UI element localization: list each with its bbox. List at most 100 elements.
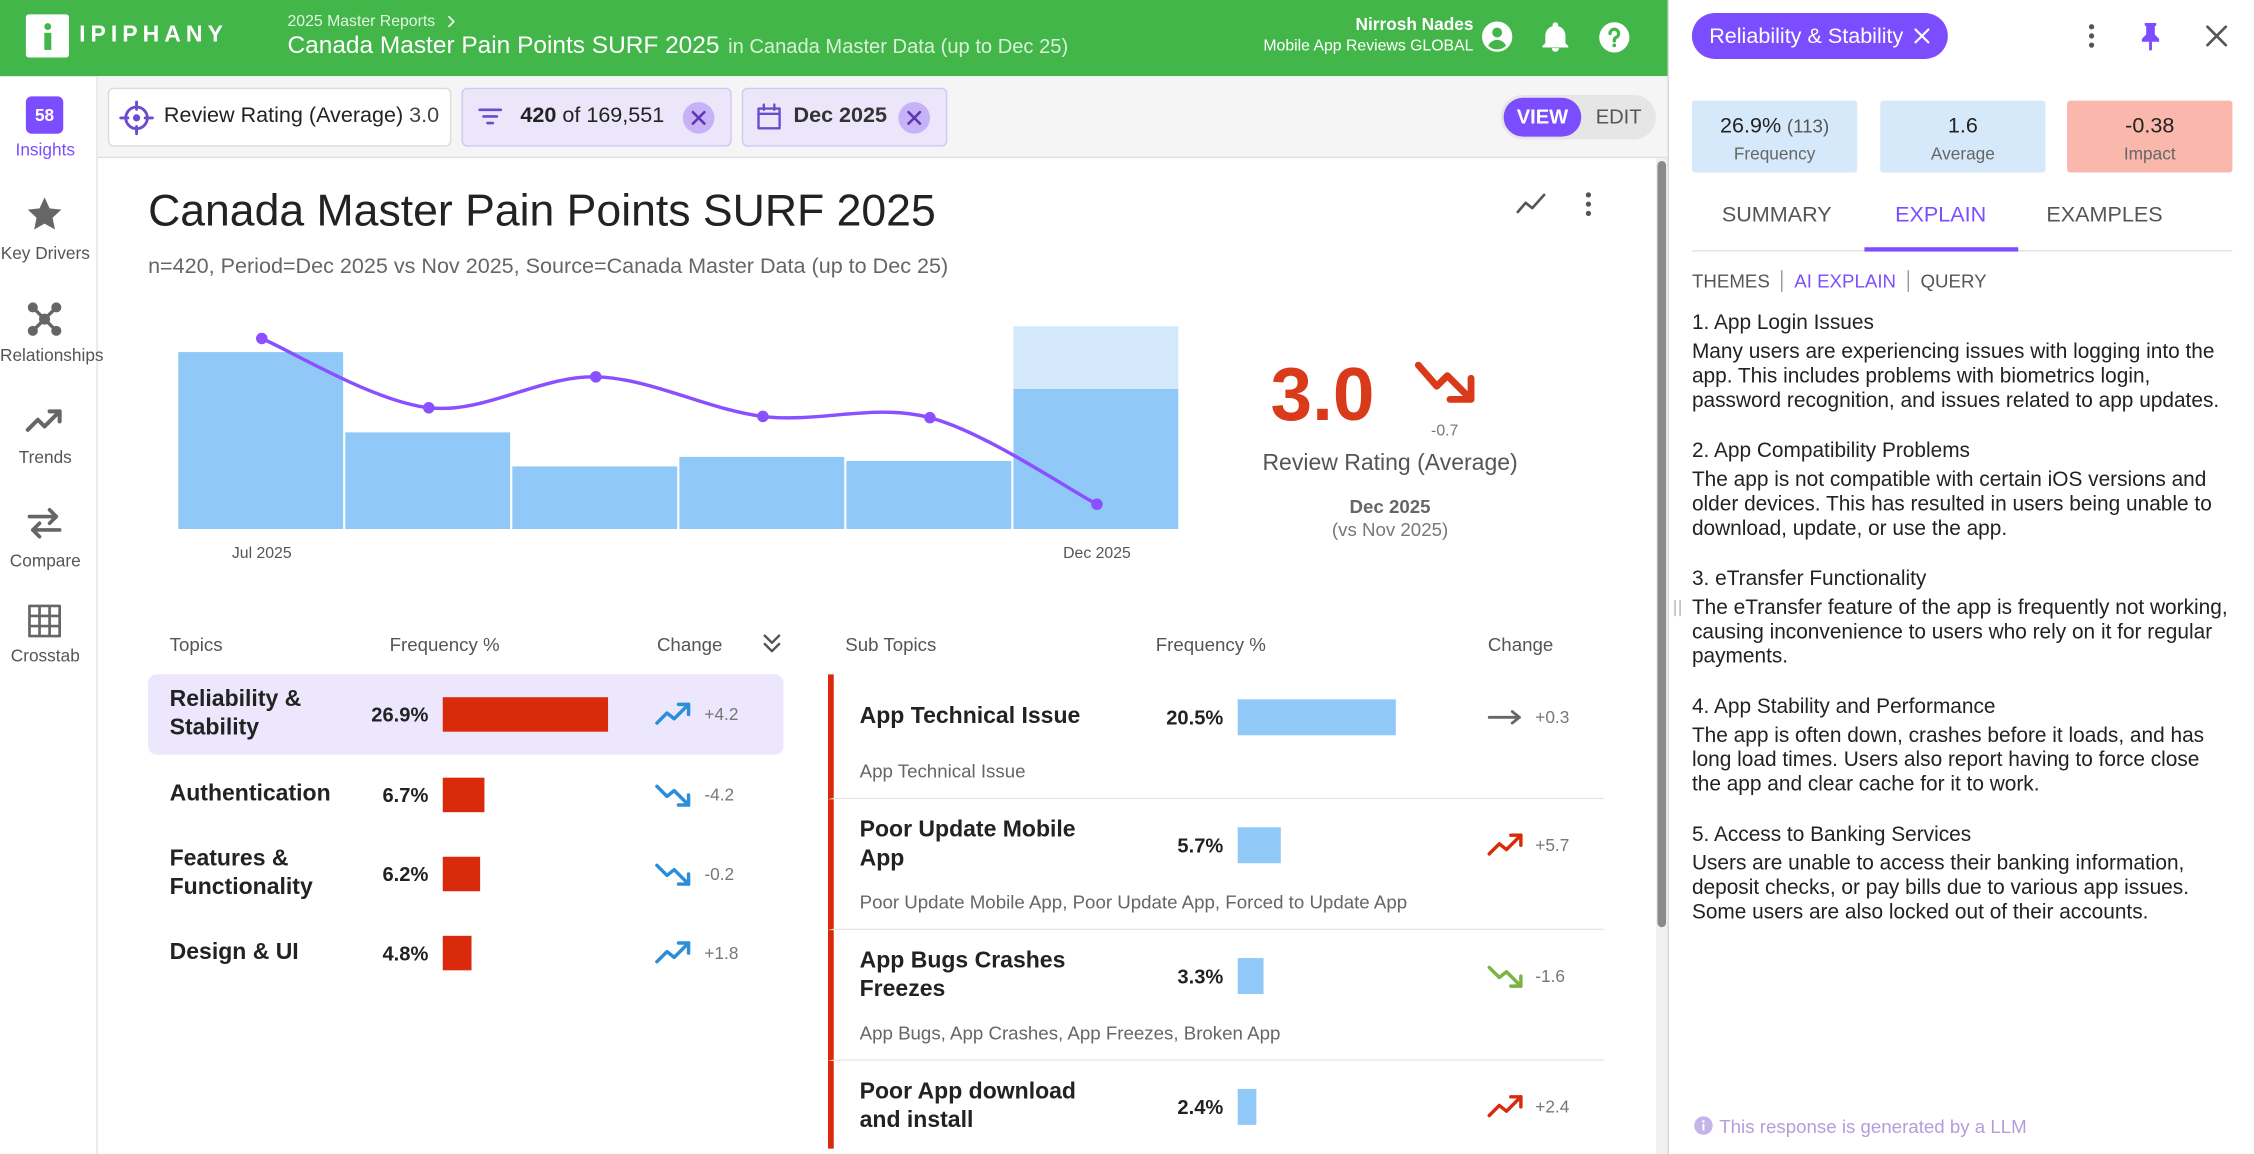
topic-name: Reliability & Stability [169, 687, 302, 741]
icon-path [1414, 361, 1475, 403]
icon-path [1509, 833, 1523, 847]
icon-path [1542, 22, 1569, 52]
icon-path [676, 702, 691, 717]
scroll-thumb[interactable] [1657, 161, 1667, 928]
icon-path [1612, 43, 1617, 48]
metric-value: 3.0 [409, 103, 440, 128]
trend-point [256, 332, 268, 345]
nav-icon[interactable] [24, 503, 64, 543]
nav-icon[interactable] [24, 194, 64, 234]
subtopic-card[interactable]: App Bugs Crashes Freezes 3.3% -1.6 App Bugs… [828, 930, 1605, 1061]
panel-footer: This response is generated by a LLM [1719, 1115, 2027, 1138]
icon-path [1446, 374, 1475, 403]
header-title: Canada Master Pain Points SURF 2025 [287, 31, 720, 59]
topic-row[interactable]: Authentication 6.7% -4.2 [148, 755, 783, 836]
panel-tab[interactable]: SUMMARY [1721, 202, 1832, 228]
clear-icon[interactable] [897, 101, 932, 136]
more-icon[interactable] [1573, 188, 1605, 220]
explain-heading: 1. App Login Issues [1691, 311, 1874, 335]
breadcrumb-chevron [448, 15, 455, 28]
panel-chip[interactable] [1691, 12, 1948, 59]
subtab[interactable]: AI EXPLAIN [1794, 270, 1897, 292]
kpi-comparison: (vs Nov 2025) [1331, 518, 1449, 541]
subtab[interactable]: QUERY [1920, 270, 1987, 292]
subtabs: THEMES AI EXPLAIN QUERY [1692, 270, 1987, 292]
nav-label[interactable]: Compare [9, 550, 81, 571]
icon-path [51, 325, 62, 336]
subtopic-row: Poor App download and install 2.4% +2.4 [860, 1078, 1605, 1136]
topic-change: -0.2 [704, 863, 735, 885]
topic-name: Design & UI [169, 940, 299, 965]
topic-row[interactable]: Design & UI 4.8% +1.8 [148, 913, 783, 994]
bar [679, 456, 845, 529]
bar [345, 432, 511, 529]
nav-label[interactable]: Relationships [0, 345, 104, 366]
nav-label[interactable]: Trends [18, 447, 72, 468]
nav-icon[interactable] [24, 400, 64, 440]
panel-tab[interactable]: EXPLAIN [1895, 202, 1987, 228]
icon-path [676, 793, 691, 807]
help-icon[interactable] [1597, 20, 1632, 55]
nav-label[interactable]: Crosstab [10, 645, 80, 666]
subtopic-name: Poor App download and install [859, 1079, 1076, 1133]
trend-icon [1487, 833, 1523, 856]
subtopic-card[interactable]: Poor App download and install 2.4% +2.4Poo… [828, 1060, 1605, 1149]
nav-icon[interactable] [24, 299, 64, 339]
expand-icon[interactable] [758, 630, 787, 659]
explain-heading: 5. Access to Banking Services [1691, 823, 1972, 847]
icon-path [44, 32, 52, 50]
nav-icon[interactable] [24, 601, 64, 641]
icon-path [676, 872, 691, 886]
explain-body: Users are unable to access their banking… [1691, 852, 2189, 925]
clear-icon[interactable] [681, 101, 716, 136]
icon-path [2206, 25, 2228, 47]
topic-row[interactable]: Features & Functionality 6.2% -0.2 [148, 834, 783, 915]
topic-bar [442, 935, 473, 971]
nav-label[interactable]: Key Drivers [0, 242, 90, 264]
subtopic-description: App Technical Issue [859, 760, 1026, 782]
icon-path [907, 110, 922, 125]
chart-type-icon[interactable] [1515, 188, 1547, 220]
metric-chip[interactable] [107, 87, 452, 147]
subtopic-card[interactable]: App Technical Issue 20.5% +0.3 App Technica… [828, 674, 1605, 800]
kpi-label: Review Rating (Average) [1262, 451, 1518, 476]
kpi-value: 3.0 [1270, 353, 1375, 437]
icon-path [1585, 201, 1592, 207]
icon-path [2088, 24, 2095, 30]
x-tick-label: Dec 2025 [1063, 545, 1131, 562]
nav-label[interactable]: Insights [15, 139, 75, 160]
mode-view[interactable]: VIEW [1503, 97, 1582, 137]
panel-tab[interactable]: EXAMPLES [2046, 202, 2163, 228]
panel-chip-close[interactable] [1909, 23, 1935, 49]
subtopic-name: Poor Update Mobile App [859, 817, 1076, 872]
insights-badge[interactable]: 58 [25, 96, 64, 134]
subtab[interactable]: THEMES [1691, 270, 1770, 292]
panel-pin[interactable] [2133, 19, 2168, 54]
resize-handle[interactable] [1668, 598, 1688, 618]
panel-close[interactable] [2201, 20, 2233, 52]
kpi-trend-icon [1414, 361, 1475, 403]
count: 420 [520, 103, 557, 128]
mode-edit[interactable]: EDIT [1595, 104, 1642, 128]
filter-icon [478, 108, 503, 125]
subtopic-card[interactable]: Poor Update Mobile App 5.7% +5.7 Poor Updat… [828, 799, 1605, 931]
explain-item: 2. App Compatibility Problems The app is … [1692, 438, 2230, 542]
subtopics-header: Change [1487, 633, 1554, 656]
icon-path [27, 507, 62, 539]
icon-path [1491, 26, 1502, 37]
subtopic-frequency: 5.7% [1177, 833, 1224, 857]
trend-icon [655, 863, 691, 886]
trend-point [924, 411, 936, 424]
panel-more[interactable] [2076, 20, 2108, 52]
report-title: Canada Master Pain Points SURF 2025 [148, 185, 936, 236]
subtopic-change: -1.6 [1535, 966, 1565, 987]
bell-icon[interactable] [1538, 20, 1573, 55]
topic-row[interactable]: Reliability & Stability 26.9% +4.2 [148, 674, 784, 755]
user-name: Nirrosh Nades [1355, 14, 1474, 35]
user-icon[interactable] [1480, 19, 1513, 52]
explain-body: The eTransfer feature of the app is freq… [1691, 596, 2228, 669]
subtopic-description: App Bugs, App Crashes, App Freezes, Brok… [859, 1022, 1281, 1044]
header-bar [0, 0, 1668, 77]
explain-item: 4. App Stability and Performance The app … [1692, 694, 2230, 798]
